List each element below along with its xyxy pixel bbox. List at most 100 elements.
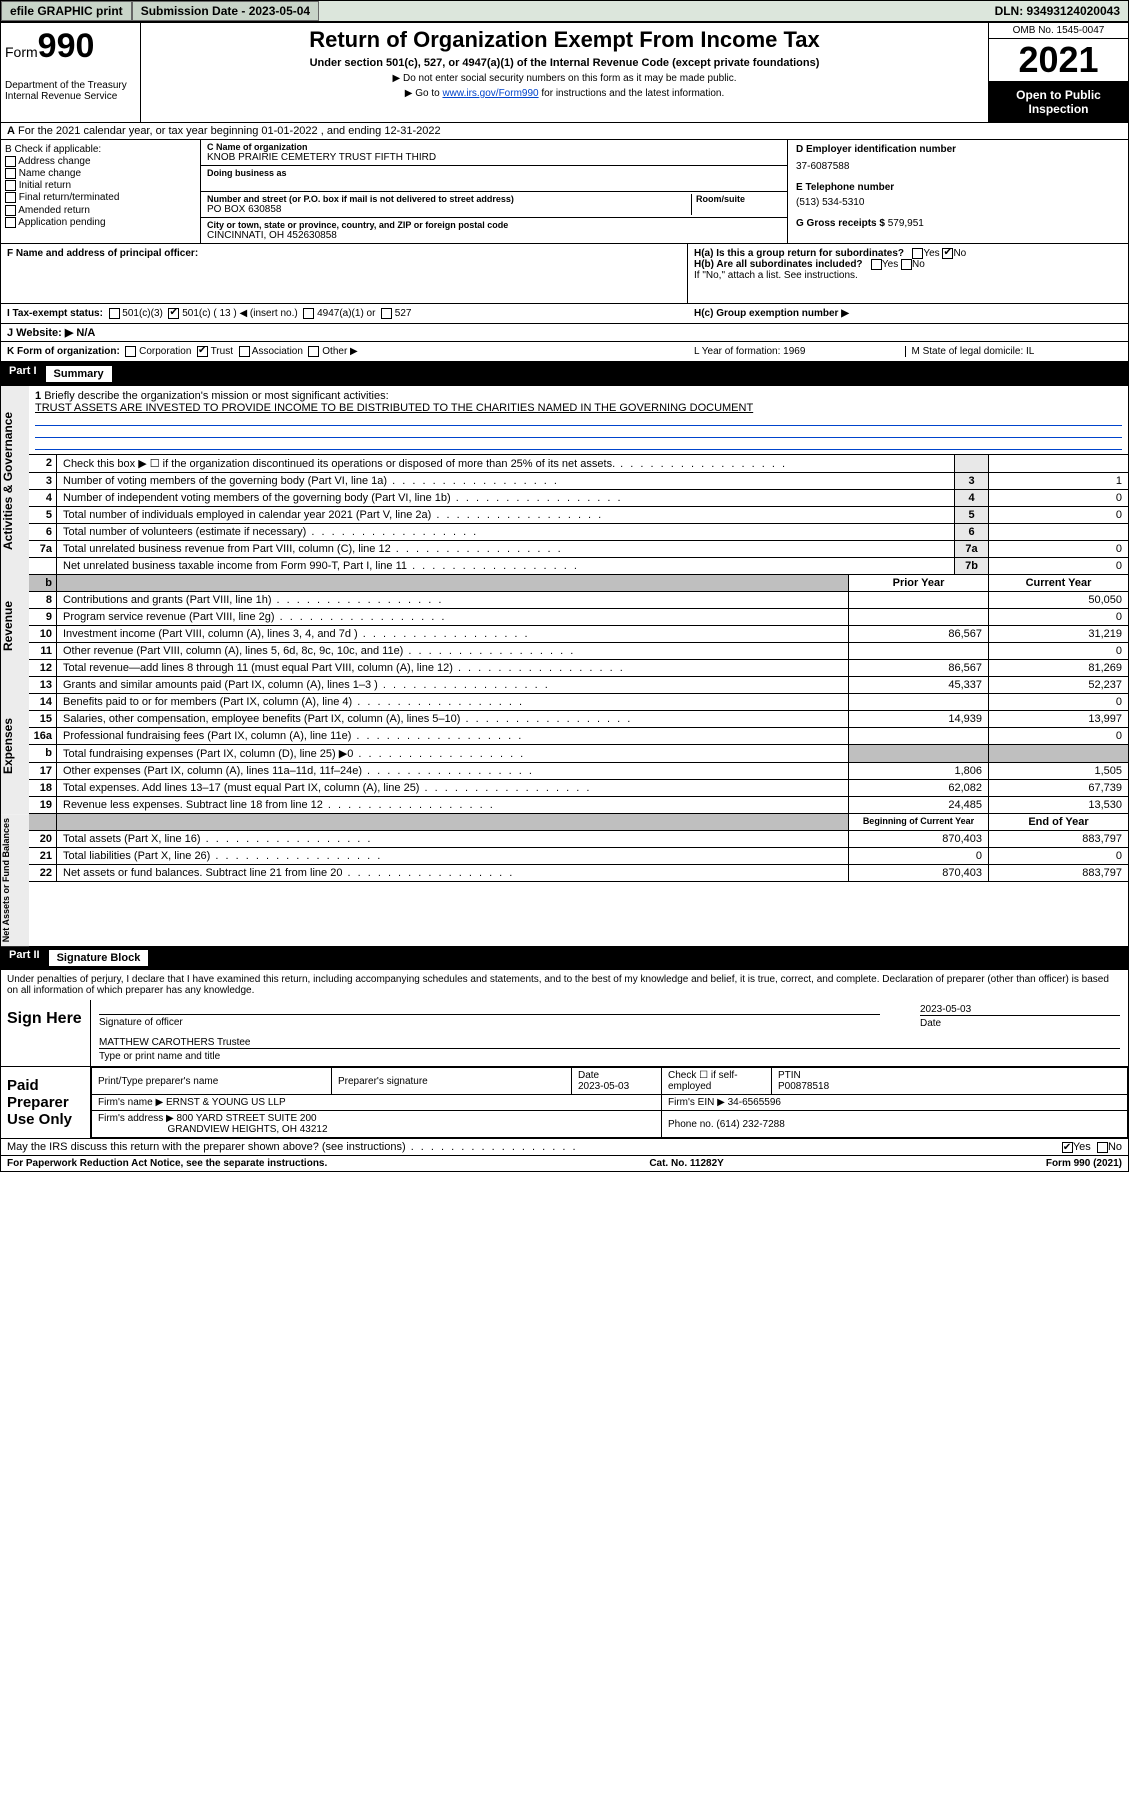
row-h: H(a) Is this a group return for subordin… [688,244,1128,303]
prep-h1: Print/Type preparer's name [92,1068,332,1095]
table-row: 4 Number of independent voting members o… [29,490,1128,507]
table-row: 2 Check this box ▶ ☐ if the organization… [29,455,1128,473]
row-desc: Net unrelated business taxable income fr… [57,558,954,574]
org-name: KNOB PRAIRIE CEMETERY TRUST FIFTH THIRD [207,152,781,163]
hb-text: H(b) Are all subordinates included? [694,259,863,270]
foot-right: Form 990 (2021) [1046,1158,1122,1169]
table-row: 20 Total assets (Part X, line 16) 870,40… [29,831,1128,848]
table-row: 9 Program service revenue (Part VIII, li… [29,609,1128,626]
gov-rows: 1 Briefly describe the organization's mi… [29,386,1128,575]
firm-ein-cell: Firm's EIN ▶ 34-6565596 [662,1095,1128,1111]
row-num: 19 [29,797,57,813]
cb-name-change[interactable]: Name change [5,168,196,179]
dba-row: Doing business as [201,166,787,192]
row-num: 16a [29,728,57,744]
row-val: 0 [988,558,1128,574]
beg-year-hdr: Beginning of Current Year [848,814,988,830]
dept-label: Department of the Treasury Internal Reve… [5,80,136,102]
na-hdr-blank2 [57,814,848,830]
row-desc: Total fundraising expenses (Part IX, col… [57,745,848,762]
prior-val: 870,403 [848,831,988,847]
form-outer: Form990 Department of the Treasury Inter… [0,22,1129,1172]
na-rows: Beginning of Current Year End of Year 20… [29,814,1128,946]
table-row: 17 Other expenses (Part IX, column (A), … [29,763,1128,780]
cb-pending[interactable]: Application pending [5,217,196,228]
curr-year-hdr: Current Year [988,575,1128,591]
curr-val: 0 [988,609,1128,625]
firm-name-cell: Firm's name ▶ ERNST & YOUNG US LLP [92,1095,662,1111]
row-desc: Grants and similar amounts paid (Part IX… [57,677,848,693]
hb-row: H(b) Are all subordinates included? Yes … [694,259,1122,270]
org-name-lab: C Name of organization [207,142,781,152]
org-name-row: C Name of organization KNOB PRAIRIE CEME… [201,140,787,166]
row-desc: Total number of volunteers (estimate if … [57,524,954,540]
note2-post: for instructions and the latest informat… [539,88,725,99]
prior-val: 86,567 [848,626,988,642]
sig-officer-lab: Signature of officer [99,1017,880,1028]
k-other: Other ▶ [322,346,357,357]
cb-amended[interactable]: Amended return [5,205,196,216]
row-desc: Program service revenue (Part VIII, line… [57,609,848,625]
rev-section: Revenue b Prior Year Current Year 8 Cont… [1,575,1128,677]
row-desc: Total liabilities (Part X, line 26) [57,848,848,864]
cb-final-return[interactable]: Final return/terminated [5,192,196,203]
top-bar: efile GRAPHIC print Submission Date - 20… [0,0,1129,22]
efile-print-button[interactable]: efile GRAPHIC print [1,1,132,21]
form990-link[interactable]: www.irs.gov/Form990 [442,88,538,99]
curr-val: 883,797 [988,831,1128,847]
prior-val: 62,082 [848,780,988,796]
ha-ans: No [953,248,966,259]
part2-num: Part II [9,949,40,967]
table-row: 14 Benefits paid to or for members (Part… [29,694,1128,711]
discuss-row: May the IRS discuss this return with the… [1,1139,1128,1156]
curr-val: 81,269 [988,660,1128,676]
row-box: 5 [954,507,988,523]
sig-name-lab: Type or print name and title [99,1051,1120,1062]
table-row: 11 Other revenue (Part VIII, column (A),… [29,643,1128,660]
sig-name: MATTHEW CAROTHERS Trustee [99,1037,1120,1048]
open-inspection-label: Open to Public Inspection [989,82,1128,122]
curr-val: 0 [988,728,1128,744]
row-num: 8 [29,592,57,608]
row-desc: Total revenue—add lines 8 through 11 (mu… [57,660,848,676]
form-title: Return of Organization Exempt From Incom… [145,27,984,53]
tel-val: (513) 534-5310 [796,197,1120,208]
prior-val: 14,939 [848,711,988,727]
cb-label: Application pending [18,217,105,228]
prior-val [848,592,988,608]
k-trust: Trust [211,346,233,357]
part2-title: Signature Block [48,949,150,967]
row-l: L Year of formation: 1969 [694,346,906,357]
curr-val: 0 [988,694,1128,710]
line1-block: 1 Briefly describe the organization's mi… [29,386,1128,455]
form-note2: ▶ Go to www.irs.gov/Form990 for instruct… [145,88,984,99]
city-lab: City or town, state or province, country… [207,220,781,230]
header-mid: Return of Organization Exempt From Incom… [141,23,988,122]
part2-bar: Part II Signature Block [1,946,1128,970]
k-corp: Corporation [139,346,191,357]
prep-body: Print/Type preparer's name Preparer's si… [91,1067,1128,1138]
tel-lab: E Telephone number [796,182,1120,193]
row-k-lab: K Form of organization: [7,346,120,357]
row-num: 15 [29,711,57,727]
cb-initial-return[interactable]: Initial return [5,180,196,191]
row-lm: L Year of formation: 1969 M State of leg… [688,342,1128,361]
table-row: 22 Net assets or fund balances. Subtract… [29,865,1128,882]
curr-val [988,745,1128,762]
curr-val: 13,530 [988,797,1128,813]
cb-address-change[interactable]: Address change [5,156,196,167]
row-num: 5 [29,507,57,523]
row-num: 14 [29,694,57,710]
sig-date: 2023-05-03 [920,1004,1120,1015]
ha-text: H(a) Is this a group return for subordin… [694,248,904,259]
end-year-hdr: End of Year [988,814,1128,830]
row-num: 21 [29,848,57,864]
row-num: 4 [29,490,57,506]
line-a: A For the 2021 calendar year, or tax yea… [1,123,1128,140]
table-row: b Total fundraising expenses (Part IX, c… [29,745,1128,763]
dba-lab: Doing business as [207,168,781,178]
hb-note: If "No," attach a list. See instructions… [694,270,1122,281]
cb-label: Initial return [19,180,71,191]
row-num: 3 [29,473,57,489]
tax-4947: 4947(a)(1) or [317,308,375,319]
